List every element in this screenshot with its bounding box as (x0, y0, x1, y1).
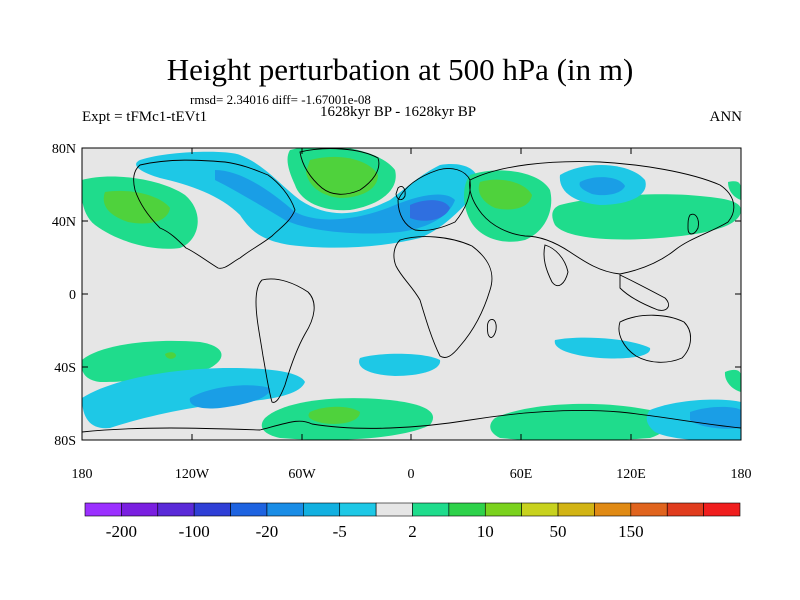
map-title: Height perturbation at 500 hPa (in m) (166, 52, 634, 87)
coastline-southeast-asia (619, 274, 669, 311)
lon-label: 60E (510, 467, 533, 482)
longitude-axis: 180 120W 60W 0 60E 120E 180 (72, 148, 752, 482)
lon-label: 180 (731, 467, 752, 482)
colorbar-swatch (339, 502, 377, 517)
colorbar-label: -20 (256, 522, 279, 541)
colorbar-label: -5 (333, 522, 347, 541)
contour-field (82, 148, 741, 440)
colorbar-label: -100 (179, 522, 210, 541)
positive-core-eurasia (478, 179, 532, 210)
positive-core-north-pacific (103, 190, 170, 224)
lon-label: 120W (175, 467, 210, 482)
colorbar-swatch (557, 502, 595, 517)
positive-lobe-east-asia (552, 194, 741, 240)
lon-label: 0 (408, 467, 415, 482)
colorbar-swatch (303, 502, 341, 517)
coastline-british-isles (395, 185, 406, 201)
lat-label: 80S (54, 434, 76, 449)
coastline-asia (469, 161, 735, 275)
lon-label: 60W (288, 467, 316, 482)
colorbar-label: 150 (618, 522, 644, 541)
colorbar-swatch (266, 502, 304, 517)
experiment-label: Expt = tFMc1-tEVt1 (82, 109, 208, 125)
coastline-south-america (255, 278, 315, 403)
lat-label: 0 (69, 288, 76, 303)
colorbar-label: -200 (106, 522, 137, 541)
coastline-madagascar (486, 319, 497, 338)
coastline-japan (687, 213, 699, 235)
negative-core-south-america (189, 385, 271, 409)
coastline-africa (393, 236, 493, 358)
colorbar-label: 10 (477, 522, 494, 541)
colorbar-swatch (375, 502, 413, 517)
coastline-antarctica (82, 410, 741, 433)
negative-core-north-asia (579, 177, 625, 196)
negative-darkest-north (410, 200, 450, 221)
colorbar-swatch (594, 502, 632, 517)
colorbar: -200 -100 -20 -5 2 10 50 150 (84, 502, 741, 541)
positive-spot-south-pacific (165, 352, 176, 359)
colorbar-swatch (448, 502, 486, 517)
lat-label: 80N (52, 142, 76, 157)
latitude-axis: 80N 40N 0 40S 80S (52, 142, 741, 449)
negative-lobe-south-indian (359, 353, 441, 376)
colorbar-swatch (703, 502, 741, 517)
colorbar-swatch (666, 502, 704, 517)
lon-label: 180 (72, 467, 93, 482)
positive-edge-right (728, 181, 741, 200)
positive-lobe-east-edge (724, 369, 741, 392)
negative-core-north (215, 170, 455, 234)
season-label: ANN (709, 109, 743, 125)
colorbar-swatch (121, 502, 159, 517)
lon-label: 120E (616, 467, 646, 482)
colorbar-swatch (521, 502, 559, 517)
coastline-north-america (133, 159, 296, 269)
colorbar-label: 50 (550, 522, 567, 541)
positive-core-greenland (306, 156, 378, 198)
colorbar-swatch (630, 502, 668, 517)
colorbar-swatch (484, 502, 522, 517)
coastlines (82, 148, 741, 433)
lat-label: 40S (54, 361, 76, 376)
period-label: 1628kyr BP - 1628kyr BP (320, 104, 477, 120)
positive-core-south-atlantic (308, 406, 360, 424)
colorbar-swatch (412, 502, 450, 517)
stats-label: rmsd= 2.34016 diff= -1.67001e-08 (190, 92, 371, 107)
coastline-greenland (299, 148, 380, 195)
coastline-europe (397, 168, 471, 231)
lat-label: 40N (52, 215, 76, 230)
coastline-india (543, 244, 569, 286)
positive-lobe-south-indian-ocean (490, 403, 668, 440)
colorbar-swatch (193, 502, 231, 517)
colorbar-swatch (230, 502, 268, 517)
colorbar-swatch (84, 502, 122, 517)
coastline-australia (618, 314, 691, 363)
colorbar-label: 2 (408, 522, 417, 541)
colorbar-swatch (157, 502, 195, 517)
negative-lobe-south-east (554, 337, 651, 359)
